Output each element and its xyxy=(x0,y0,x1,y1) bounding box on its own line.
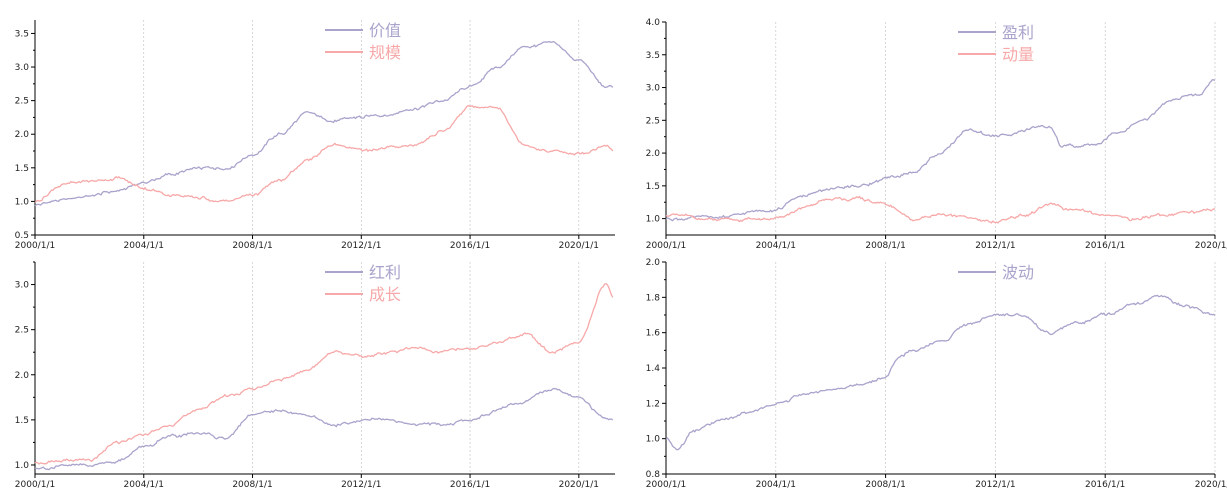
legend-label: 红利 xyxy=(369,263,401,282)
x-tick-label: 2000/1/1 xyxy=(646,241,686,251)
x-tick-label: 2016/1/1 xyxy=(450,241,490,251)
y-tick-label: 3.5 xyxy=(15,29,29,39)
series-line-bottom-left-1 xyxy=(34,282,614,465)
series-line-top-right-1 xyxy=(665,195,1216,224)
legend-label: 成长 xyxy=(369,285,401,304)
y-tick-label: 2.5 xyxy=(15,97,29,107)
y-tick-label: 3.5 xyxy=(646,51,660,61)
y-tick-label: 1.0 xyxy=(646,435,661,445)
x-tick-label: 2016/1/1 xyxy=(450,480,490,490)
x-tick-label: 2020/1/1 xyxy=(559,480,599,490)
y-tick-label: 2.0 xyxy=(15,371,30,381)
y-tick-label: 1.0 xyxy=(646,215,661,225)
legend-label: 波动 xyxy=(1002,263,1034,282)
series-line-bottom-left-0 xyxy=(34,387,614,471)
y-tick-label: 2.0 xyxy=(15,130,30,140)
x-tick-label: 2000/1/1 xyxy=(646,480,686,490)
y-tick-label: 2.0 xyxy=(646,258,661,268)
x-tick-label: 2020/1/1 xyxy=(1195,241,1227,251)
y-tick-label: 2.0 xyxy=(646,149,661,159)
x-tick-label: 2008/1/1 xyxy=(232,480,272,490)
chart-bottom-left: 1.0 1.5 2.0 2.5 3.0 2000/1/1 2004/1/1 2008/1/1 2… xyxy=(15,261,615,490)
x-tick-label: 2008/1/1 xyxy=(865,241,905,251)
y-tick-label: 1.8 xyxy=(646,293,661,303)
y-tick-label: 3.0 xyxy=(646,84,661,94)
x-tick-label: 2016/1/1 xyxy=(1085,241,1125,251)
chart-top-left: 0.5 1.0 1.5 2.0 2.5 3.0 3.5 2000/1/1 2004/1/1 200… xyxy=(15,20,615,251)
x-tick-label: 2008/1/1 xyxy=(865,480,905,490)
x-tick-label: 2000/1/1 xyxy=(15,480,55,490)
x-tick-label: 2020/1/1 xyxy=(559,241,599,251)
series-line-top-right-0 xyxy=(665,79,1216,222)
x-tick-label: 2004/1/1 xyxy=(756,241,796,251)
legend-label: 价值 xyxy=(369,21,401,40)
legend-label: 动量 xyxy=(1002,45,1034,64)
y-tick-label: 3.0 xyxy=(15,281,30,291)
y-tick-label: 4.0 xyxy=(646,18,661,28)
chart-bottom-right: 0.8 1.0 1.2 1.4 1.6 1.8 2.0 2000/1/1 2004/1/1 200… xyxy=(646,258,1227,490)
series-line-top-left-1 xyxy=(34,104,614,203)
series-line-top-left-0 xyxy=(34,40,614,207)
series-line-bottom-right-0 xyxy=(665,294,1216,451)
x-tick-label: 2016/1/1 xyxy=(1085,480,1125,490)
y-tick-label: 1.5 xyxy=(646,182,660,192)
y-tick-label: 3.0 xyxy=(15,63,30,73)
y-tick-label: 1.2 xyxy=(646,399,660,409)
x-tick-label: 2012/1/1 xyxy=(975,241,1015,251)
y-tick-label: 1.5 xyxy=(15,164,29,174)
y-tick-label: 0.5 xyxy=(15,231,29,241)
chart-top-right: 1.0 1.5 2.0 2.5 3.0 3.5 4.0 2000/1/1 2004/1/1 200… xyxy=(646,18,1227,251)
legend-label: 盈利 xyxy=(1002,23,1034,42)
y-tick-label: 1.0 xyxy=(15,461,30,471)
x-tick-label: 2020/1/1 xyxy=(1195,480,1227,490)
y-tick-label: 2.5 xyxy=(646,116,660,126)
y-tick-label: 0.8 xyxy=(646,470,661,480)
legend-label: 规模 xyxy=(369,43,401,62)
x-tick-label: 2004/1/1 xyxy=(124,241,164,251)
x-tick-label: 2000/1/1 xyxy=(15,241,55,251)
x-tick-label: 2004/1/1 xyxy=(124,480,164,490)
y-tick-label: 1.4 xyxy=(646,364,661,374)
y-tick-label: 1.5 xyxy=(15,416,29,426)
x-tick-label: 2004/1/1 xyxy=(756,480,796,490)
y-tick-label: 2.5 xyxy=(15,326,29,336)
x-tick-label: 2008/1/1 xyxy=(232,241,272,251)
x-tick-label: 2012/1/1 xyxy=(341,241,381,251)
y-tick-label: 1.0 xyxy=(15,197,30,207)
x-tick-label: 2012/1/1 xyxy=(341,480,381,490)
y-tick-label: 1.6 xyxy=(646,329,661,339)
x-tick-label: 2012/1/1 xyxy=(975,480,1015,490)
